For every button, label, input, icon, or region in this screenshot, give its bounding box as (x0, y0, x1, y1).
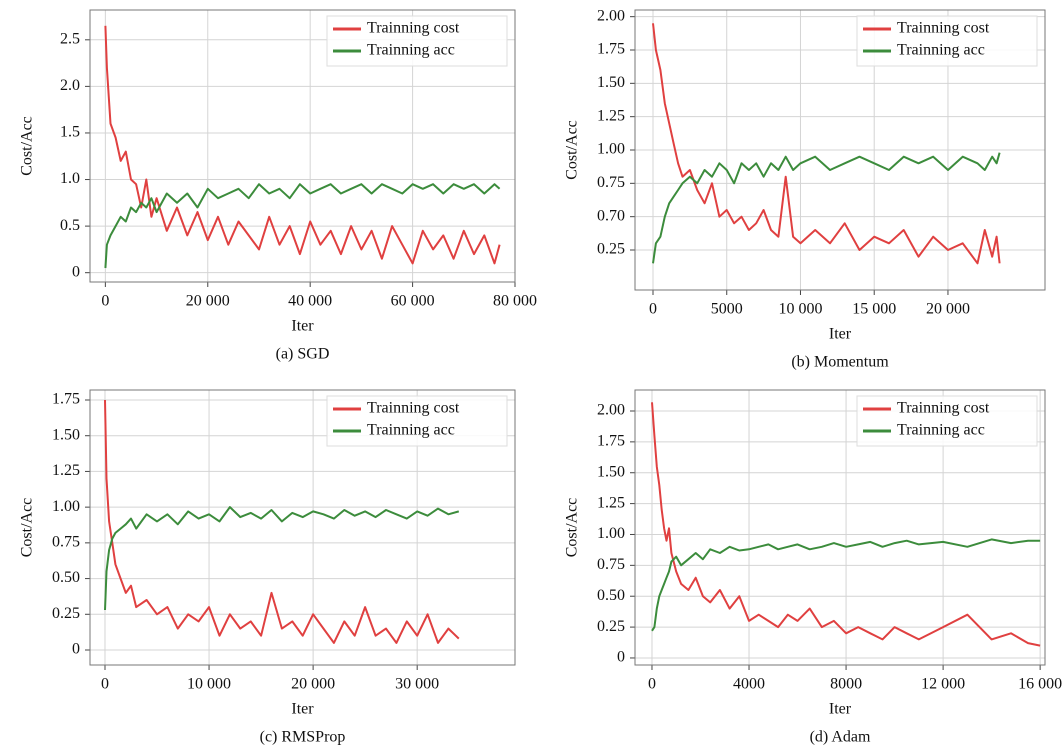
panel: 0 20 000 40 000 60 000 80 000 0 0.5 1.0 1.5 2.0 2.… (19, 9, 537, 363)
y-tick-label: 1.0 (60, 170, 80, 187)
y-tick-label: 1.25 (52, 462, 80, 479)
legend-box (856, 395, 1038, 447)
plot-frame (89, 9, 516, 283)
x-tick-label: 15 000 (852, 301, 896, 318)
y-axis-label: Cost/Acc (564, 498, 581, 558)
x-tick-label: 0 (649, 301, 657, 318)
y-tick-label: 0 (617, 649, 625, 666)
x-axis-label: Iter (829, 701, 852, 718)
y-tick-label: 1.00 (52, 498, 80, 515)
legend-label: Trainning acc (897, 42, 985, 59)
y-tick-label: 1.00 (597, 525, 625, 542)
panel: 0 4000 8000 12 000 16 000 0 0.25 0.50 0.75 1.00 1.… (564, 389, 1062, 746)
y-tick-label: 1.50 (52, 426, 80, 443)
y-tick-label: 1.50 (597, 74, 625, 91)
plot-frame (89, 389, 516, 666)
data-line (104, 25, 501, 265)
y-axis-label: Cost/Acc (19, 498, 36, 558)
y-tick-label: 1.75 (52, 391, 80, 408)
data-line (104, 506, 460, 611)
caption: (a) SGD (276, 346, 330, 363)
y-tick-label: 0 (72, 641, 80, 658)
y-tick-label: 0.25 (597, 618, 625, 635)
data-line (651, 538, 1041, 632)
data-line (652, 23, 1001, 265)
panel: 0 10 000 20 000 30 000 0 0.25 0.50 0.75 1.00 1.25… (19, 389, 516, 746)
legend-label: Trainning acc (367, 42, 455, 59)
legend-label: Trainning cost (367, 400, 460, 417)
x-axis-label: Iter (291, 701, 314, 718)
legend-label: Trainning acc (367, 422, 455, 439)
plot-frame (634, 9, 1046, 291)
y-tick-label: 2.00 (597, 402, 625, 419)
y-tick-label: 1.00 (597, 141, 625, 158)
y-tick-label: 0 (72, 263, 80, 280)
legend-label: Trainning cost (897, 20, 990, 37)
y-tick-label: 1.75 (597, 41, 625, 58)
y-tick-label: 0.5 (60, 217, 80, 234)
y-axis-label: Cost/Acc (564, 120, 581, 180)
y-tick-label: 0.50 (597, 587, 625, 604)
y-tick-label: 0.25 (52, 605, 80, 622)
panel: 0 5000 10 000 15 000 20 000 0.25 0.70 0.75 1.00 1… (564, 7, 1046, 371)
y-tick-label: 1.25 (597, 107, 625, 124)
x-tick-label: 20 000 (926, 301, 970, 318)
legend-box (326, 395, 508, 447)
y-tick-label: 0.25 (597, 241, 625, 258)
data-line (652, 152, 1001, 264)
plot-frame (634, 389, 1046, 666)
y-tick-label: 0.70 (597, 207, 625, 224)
x-tick-label: 4000 (733, 676, 765, 693)
legend-box (326, 15, 508, 67)
y-tick-label: 2.5 (60, 30, 80, 47)
legend-label: Trainning cost (897, 400, 990, 417)
data-line (104, 399, 460, 644)
y-tick-label: 0.75 (597, 174, 625, 191)
y-tick-label: 2.00 (597, 7, 625, 24)
legend-label: Trainning acc (897, 422, 985, 439)
x-tick-label: 0 (101, 676, 109, 693)
y-tick-label: 1.75 (597, 433, 625, 450)
x-tick-label: 40 000 (288, 293, 332, 310)
legend-label: Trainning cost (367, 20, 460, 37)
x-tick-label: 20 000 (291, 676, 335, 693)
caption: (b) Momentum (791, 354, 889, 371)
x-tick-label: 60 000 (391, 293, 435, 310)
x-tick-label: 0 (101, 293, 109, 310)
y-tick-label: 0.75 (52, 534, 80, 551)
y-tick-label: 2.0 (60, 77, 80, 94)
x-axis-label: Iter (291, 318, 314, 335)
x-tick-label: 20 000 (186, 293, 230, 310)
x-tick-label: 30 000 (395, 676, 439, 693)
x-tick-label: 5000 (711, 301, 743, 318)
y-tick-label: 0.50 (52, 569, 80, 586)
data-line (651, 402, 1041, 647)
caption: (c) RMSProp (260, 729, 346, 746)
data-line (104, 183, 501, 269)
x-tick-label: 16 000 (1018, 676, 1062, 693)
y-axis-label: Cost/Acc (19, 116, 36, 176)
y-tick-label: 1.25 (597, 494, 625, 511)
x-tick-label: 80 000 (493, 293, 537, 310)
y-tick-label: 0.75 (597, 556, 625, 573)
x-axis-label: Iter (829, 326, 852, 343)
y-tick-label: 1.50 (597, 463, 625, 480)
y-tick-label: 1.5 (60, 124, 80, 141)
x-tick-label: 10 000 (778, 301, 822, 318)
legend-box (856, 15, 1038, 67)
x-tick-label: 0 (648, 676, 656, 693)
x-tick-label: 12 000 (921, 676, 965, 693)
caption: (d) Adam (810, 729, 871, 746)
x-tick-label: 10 000 (187, 676, 231, 693)
x-tick-label: 8000 (830, 676, 862, 693)
